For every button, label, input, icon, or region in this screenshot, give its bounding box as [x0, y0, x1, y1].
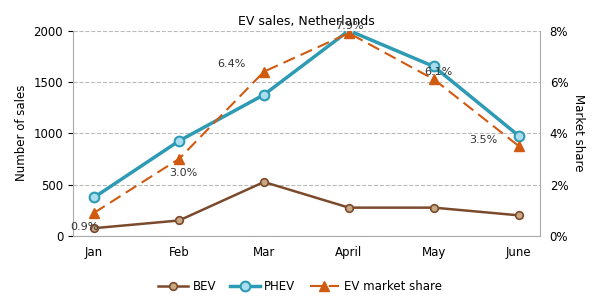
PHEV [91, 195, 98, 199]
PHEV [515, 134, 523, 138]
Title: EV sales, Netherlands: EV sales, Netherlands [238, 15, 375, 28]
BEV [260, 180, 268, 184]
Line: BEV: BEV [91, 178, 523, 232]
EV market share [175, 157, 182, 161]
BEV [430, 206, 437, 209]
EV market share [91, 211, 98, 215]
BEV [91, 226, 98, 230]
PHEV [346, 29, 353, 33]
Text: 6.4%: 6.4% [218, 60, 246, 69]
PHEV [260, 93, 268, 97]
BEV [346, 206, 353, 209]
Line: PHEV: PHEV [89, 26, 524, 202]
PHEV [175, 139, 182, 143]
Text: 6.1%: 6.1% [424, 67, 452, 77]
Text: 0.9%: 0.9% [70, 222, 98, 232]
EV market share [260, 70, 268, 74]
Y-axis label: Market share: Market share [572, 95, 585, 172]
PHEV [430, 65, 437, 68]
Line: EV market share: EV market share [89, 29, 523, 217]
Legend: BEV, PHEV, EV market share: BEV, PHEV, EV market share [154, 276, 446, 298]
Text: 3.5%: 3.5% [469, 135, 497, 145]
Y-axis label: Number of sales: Number of sales [15, 85, 28, 181]
BEV [175, 219, 182, 222]
BEV [515, 213, 523, 217]
Text: 7.9%: 7.9% [335, 21, 363, 31]
EV market share [346, 31, 353, 35]
Text: 3.0%: 3.0% [169, 168, 197, 178]
EV market share [430, 78, 437, 81]
EV market share [515, 144, 523, 148]
